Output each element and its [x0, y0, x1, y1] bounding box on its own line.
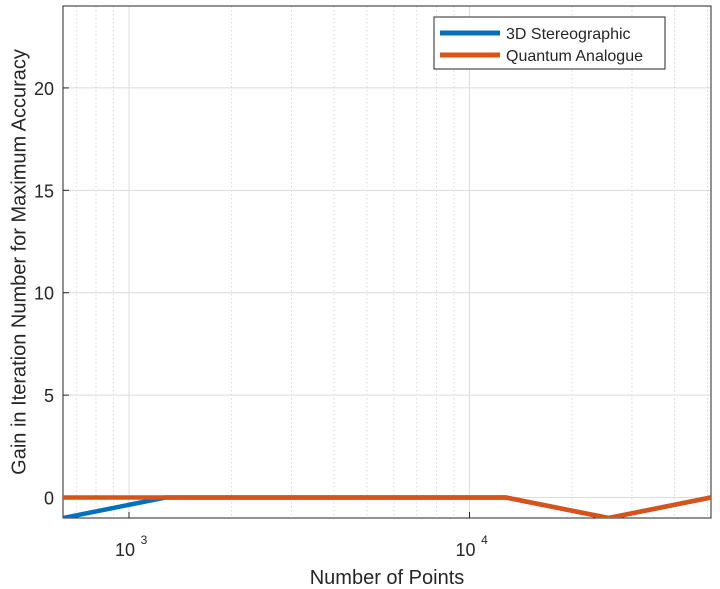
legend: 3D Stereographic Quantum Analogue: [433, 16, 666, 70]
x-tick-label: 10: [115, 540, 135, 560]
series-line-2: [63, 495, 711, 518]
y-tick-label: 10: [34, 284, 54, 304]
ticks: 0 5 10 15 20 10 3 10 4: [34, 79, 488, 560]
y-tick-label: 20: [34, 79, 54, 99]
series-lines: [63, 495, 711, 518]
legend-label-2: Quantum Analogue: [506, 48, 643, 65]
y-tick-label: 5: [44, 386, 54, 406]
x-tick-exponent: 3: [141, 533, 148, 547]
x-tick-exponent: 4: [481, 533, 488, 547]
grid: [63, 6, 711, 518]
legend-label-1: 3D Stereographic: [506, 26, 631, 43]
y-axis-label: Gain in Iteration Number for Maximum Acc…: [8, 49, 30, 475]
x-tick-label: 10: [455, 540, 475, 560]
x-axis-label: Number of Points: [310, 567, 465, 589]
y-tick-label: 15: [34, 181, 54, 201]
legend-box: [433, 16, 666, 70]
y-tick-label: 0: [44, 489, 54, 509]
plot-frame: [62, 5, 712, 519]
